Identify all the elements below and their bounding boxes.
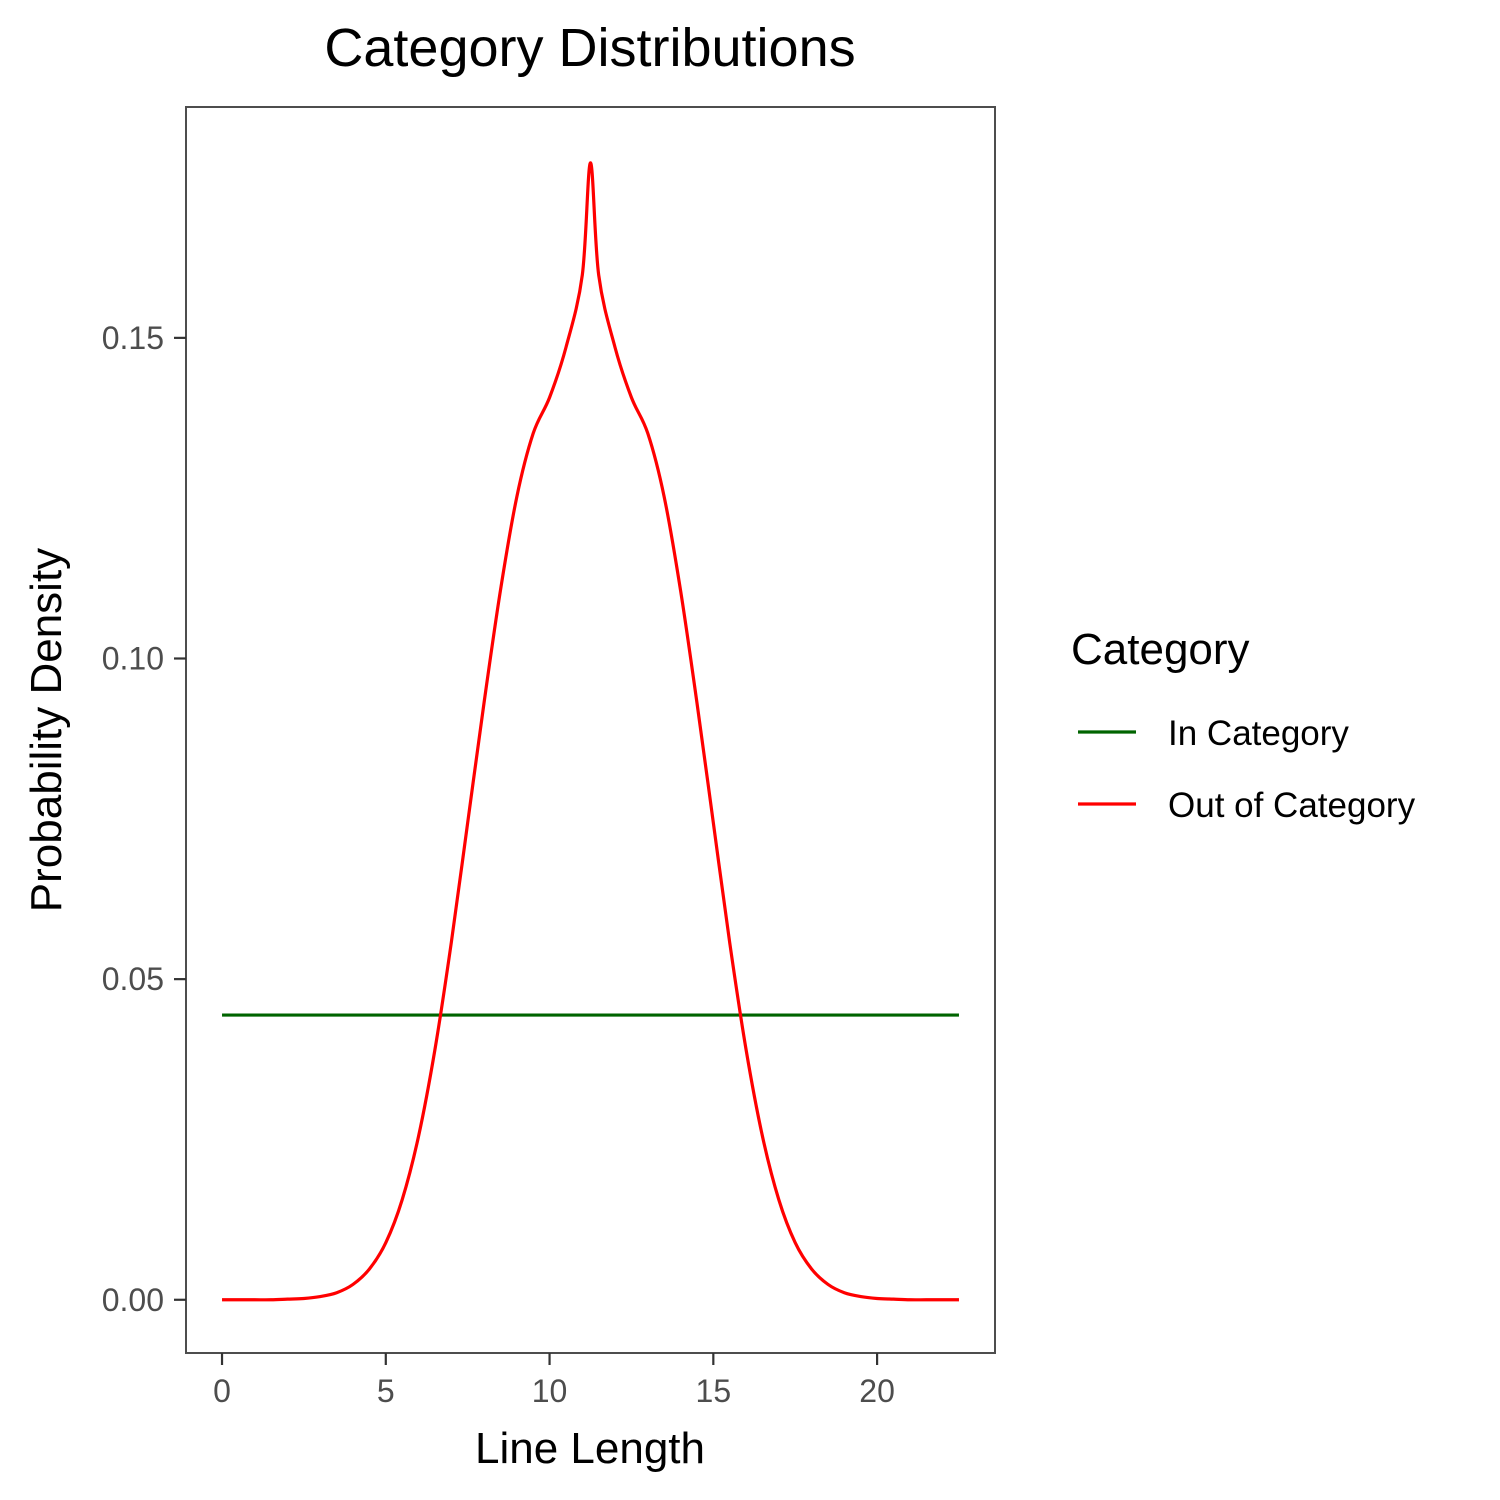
legend-title: Category — [1071, 625, 1250, 674]
series-line-out-of-category — [222, 161, 959, 1302]
x-tick-label: 10 — [532, 1373, 568, 1409]
y-axis: 0.00 0.05 0.10 0.15 — [102, 320, 186, 1318]
y-axis-title: Probability Density — [22, 548, 71, 912]
y-tick-label: 0.05 — [102, 961, 164, 997]
y-tick-label: 0.10 — [102, 640, 164, 676]
plot-panel — [185, 106, 996, 1354]
legend-label-out-of-category: Out of Category — [1168, 786, 1416, 825]
series-layer — [222, 161, 959, 1302]
x-tick-label: 5 — [377, 1373, 395, 1409]
legend-label-in-category: In Category — [1168, 714, 1349, 753]
x-axis: 0 5 10 15 20 — [213, 1353, 895, 1409]
x-tick-label: 20 — [859, 1373, 895, 1409]
y-tick-label: 0.00 — [102, 1282, 164, 1318]
y-tick-label: 0.15 — [102, 320, 164, 356]
x-tick-label: 0 — [213, 1373, 231, 1409]
legend: Category In Category Out of Category — [1071, 625, 1416, 825]
x-axis-title: Line Length — [475, 1424, 705, 1473]
x-tick-label: 15 — [696, 1373, 732, 1409]
chart-title: Category Distributions — [324, 18, 855, 78]
legend-entries: In Category Out of Category — [1078, 714, 1416, 825]
